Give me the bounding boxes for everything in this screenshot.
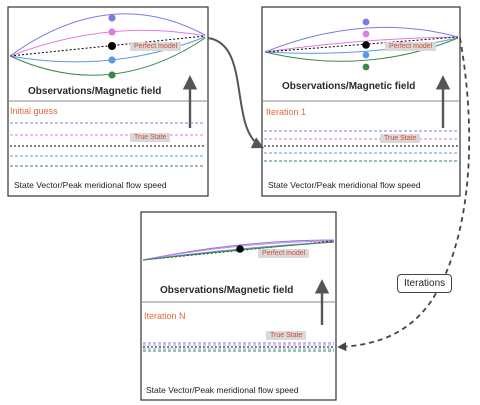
marker-pink	[362, 30, 370, 38]
marker-truth	[108, 42, 116, 50]
ensemble-curve-purple	[264, 26, 459, 53]
iterations-label: Iterations	[397, 274, 453, 293]
ensemble-curve-truth	[264, 36, 459, 53]
ensemble-curve-truth	[9, 35, 206, 57]
marker-blue	[362, 51, 370, 59]
true-state-tag: True State	[380, 134, 421, 143]
marker-green	[108, 71, 116, 79]
panel-footer: State Vector/Peak meridional flow speed	[268, 180, 421, 190]
panel-iteration-1	[261, 6, 461, 197]
true-state-tag: True State	[266, 331, 307, 340]
stage-label: Iteration N	[144, 311, 186, 321]
marker-blue	[108, 56, 116, 64]
marker-purple	[362, 18, 370, 26]
perfect-model-tag: Perfect model	[385, 42, 437, 51]
panel-initial	[7, 6, 209, 197]
marker-green	[362, 63, 370, 71]
perfect-model-tag: Perfect model	[130, 42, 182, 51]
ensemble-curve-purple	[9, 13, 206, 57]
panel-heading: Observations/Magnetic field	[282, 81, 416, 92]
perfect-model-tag: Perfect model	[258, 249, 310, 258]
true-state-tag: True State	[130, 133, 171, 142]
connector-arrow-1	[207, 37, 265, 149]
marker-truth	[236, 245, 244, 253]
ensemble-curve-pink	[264, 36, 459, 53]
stage-label: Iteration 1	[266, 107, 307, 117]
marker-pink	[108, 28, 116, 36]
panel-footer: State Vector/Peak meridional flow speed	[14, 180, 167, 190]
panel-iteration-n	[140, 211, 337, 401]
panel-footer: State Vector/Peak meridional flow speed	[146, 385, 299, 395]
marker-purple	[108, 14, 116, 22]
panel-heading: Observations/Magnetic field	[160, 285, 294, 296]
stage-label: Initial guess	[10, 106, 58, 116]
marker-truth	[362, 41, 370, 49]
panel-heading: Observations/Magnetic field	[28, 86, 162, 97]
